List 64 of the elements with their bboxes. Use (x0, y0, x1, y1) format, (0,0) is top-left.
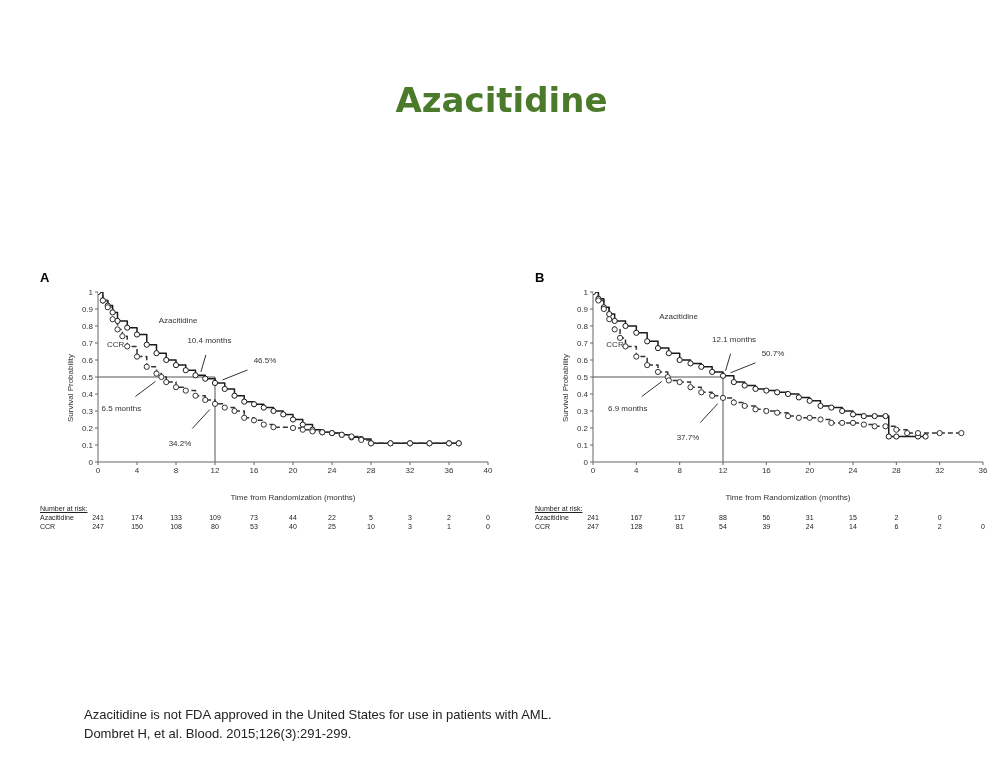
x-tick-label: 24 (327, 465, 337, 475)
chart-title: B (535, 270, 545, 285)
x-tick-label: 36 (978, 465, 988, 475)
y-tick-label: 0.2 (81, 423, 94, 433)
y-tick-label: 0 (88, 457, 94, 467)
x-tick-label: 28 (891, 465, 902, 475)
series-label: CCR (107, 339, 125, 349)
y-tick-label: 1 (583, 287, 589, 297)
x-tick-label: 0 (95, 465, 101, 475)
annotation: 46.5% (253, 355, 277, 365)
chart-subtitle: A (40, 270, 50, 285)
y-tick-label: 0.6 (576, 355, 589, 365)
x-tick-label: 12 (210, 465, 220, 475)
y-tick-label: 0.1 (81, 440, 94, 450)
x-tick-label: 20 (288, 465, 298, 475)
annotation: 10.4 months (187, 336, 232, 345)
y-tick-label: 0 (583, 457, 589, 467)
x-tick-label: 4 (634, 465, 640, 475)
x-tick-label: 12 (718, 465, 728, 475)
x-tick-label: 28 (366, 465, 376, 475)
chart-title: Azacitidine (394, 80, 609, 120)
y-tick-label: 0.5 (576, 372, 589, 382)
y-tick-label: 0.3 (81, 406, 94, 416)
y-tick-label: 0.7 (576, 338, 589, 348)
x-tick-label: 40 (483, 465, 493, 475)
y-tick-label: 0.8 (576, 321, 589, 331)
x-tick-label: 20 (805, 465, 815, 475)
x-tick-label: 36 (444, 465, 454, 475)
x-tick-label: 8 (173, 465, 179, 475)
x-axis-title: Time from Randomization (months) (725, 493, 851, 502)
series-label: Azacitidine (158, 315, 198, 325)
x-tick-label: 8 (677, 465, 683, 475)
x-tick-label: 16 (761, 465, 772, 475)
x-tick-label: 32 (935, 465, 945, 475)
annotation: 6.9 months (607, 404, 648, 413)
x-tick-label: 24 (848, 465, 858, 475)
y-tick-label: 0.2 (576, 423, 589, 433)
x-tick-label: 32 (405, 465, 415, 475)
y-axis-title: Survival Probability (65, 353, 75, 422)
y-tick-label: 0.4 (576, 389, 589, 399)
y-tick-label: 0.9 (81, 304, 94, 314)
y-tick-label: 0.4 (81, 389, 94, 399)
text: Azacitidine is not FDA approved in the United States for use in patients with AML. (84, 706, 553, 724)
annotation: 12.1 months (712, 334, 757, 344)
y-axis-title: Survival Probability (560, 353, 570, 422)
annotation: 50.7% (761, 348, 785, 358)
x-tick-label: 0 (590, 465, 596, 475)
annotation: 34.2% (168, 438, 192, 448)
series-label: CCR (606, 339, 624, 349)
y-tick-label: 0.7 (81, 338, 94, 348)
annotation: 37.7% (676, 432, 700, 442)
y-tick-label: 0.8 (81, 321, 94, 331)
x-tick-label: 16 (249, 465, 259, 475)
y-tick-label: 0.3 (576, 406, 589, 416)
text: Azacitidine (659, 312, 699, 322)
y-tick-label: 1 (88, 287, 94, 297)
y-tick-label: 0.9 (576, 304, 589, 314)
x-tick-label: 4 (134, 465, 140, 475)
text: Dombret H, et al. Blood. 2015;126(3):291-299. (84, 725, 353, 743)
y-tick-label: 0.6 (81, 355, 94, 365)
annotation: 6.5 months (101, 404, 142, 413)
y-tick-label: 0.1 (576, 440, 589, 450)
x-axis-title: Time from Randomization (months) (230, 493, 356, 502)
y-tick-label: 0.5 (81, 372, 94, 382)
